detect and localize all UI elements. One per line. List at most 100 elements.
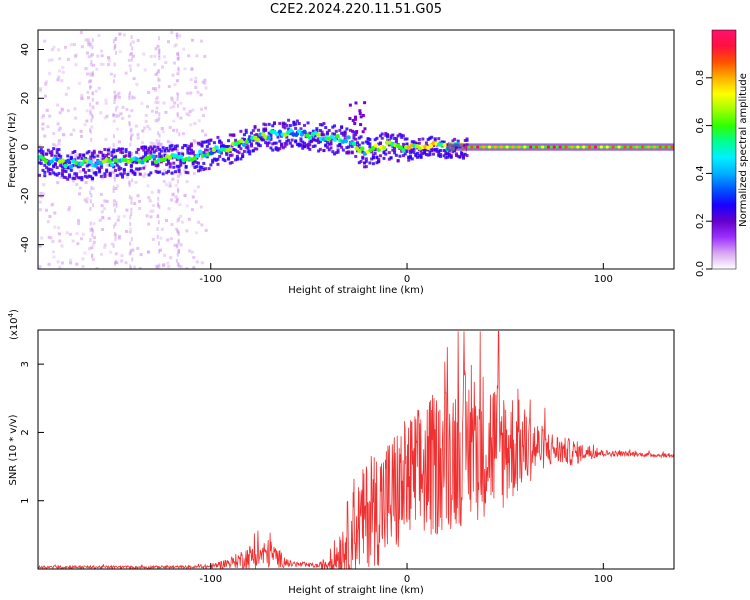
spectral-cell bbox=[212, 141, 216, 145]
noise-speck bbox=[117, 236, 121, 240]
spectral-cell bbox=[73, 172, 77, 176]
spectral-cell bbox=[396, 134, 400, 138]
spectral-cell bbox=[248, 149, 252, 153]
spectral-cell bbox=[382, 156, 386, 160]
spectral-cell bbox=[242, 149, 246, 153]
noise-speck bbox=[142, 175, 146, 179]
noise-speck bbox=[68, 206, 72, 210]
spectral-cell bbox=[105, 153, 109, 157]
noise-streak bbox=[176, 252, 179, 257]
spectral-cell bbox=[202, 140, 206, 144]
noise-speck bbox=[122, 33, 126, 37]
ridge-point bbox=[540, 145, 545, 149]
noise-speck bbox=[137, 152, 141, 156]
spectral-cell bbox=[159, 154, 163, 158]
ridge-point bbox=[66, 158, 71, 164]
ridge-point bbox=[511, 145, 515, 149]
ridge-point bbox=[529, 145, 533, 149]
snr-panel: -100 0 100 1 2 3 Height of straight line (km… bbox=[7, 309, 675, 596]
spectral-cell bbox=[71, 164, 75, 168]
noise-speck bbox=[58, 57, 62, 61]
spectral-cell bbox=[294, 126, 298, 130]
noise-speck bbox=[85, 109, 89, 113]
spectral-cell bbox=[221, 145, 225, 149]
spectral-cell bbox=[431, 144, 435, 148]
noise-streak bbox=[128, 96, 131, 101]
noise-speck bbox=[138, 206, 142, 210]
spectral-cell bbox=[340, 126, 344, 130]
noise-streak bbox=[176, 199, 179, 204]
ridge-point bbox=[670, 145, 674, 149]
spectrogram-panel: -100 0 100 -40 -20 0 20 40 Height of straight … bbox=[7, 29, 675, 296]
spectral-cell bbox=[375, 161, 379, 165]
spectral-cell bbox=[394, 140, 398, 144]
noise-speck bbox=[69, 43, 73, 47]
spectral-cell bbox=[232, 133, 236, 137]
spectral-cell bbox=[62, 162, 66, 166]
noise-speck bbox=[154, 100, 158, 104]
noise-speck bbox=[166, 40, 170, 44]
spectral-cell bbox=[353, 115, 357, 119]
noise-speck bbox=[185, 204, 189, 208]
noise-speck bbox=[128, 64, 132, 68]
noise-speck bbox=[173, 243, 177, 247]
spectrogram-marks bbox=[38, 30, 674, 269]
noise-streak bbox=[129, 142, 132, 147]
spectral-cell bbox=[85, 164, 89, 168]
noise-speck bbox=[117, 91, 121, 95]
spectral-cell bbox=[135, 150, 139, 154]
spectral-cell bbox=[324, 144, 328, 148]
spectrogram-frame bbox=[37, 29, 675, 270]
spectral-cell bbox=[242, 138, 246, 142]
spectral-cell bbox=[449, 155, 453, 159]
spectral-cell bbox=[426, 138, 430, 142]
spectral-cell bbox=[124, 163, 128, 167]
spectral-cell bbox=[242, 133, 246, 137]
noise-speck bbox=[180, 220, 184, 224]
spectral-cell bbox=[288, 124, 292, 128]
noise-speck bbox=[60, 79, 64, 83]
noise-speck bbox=[56, 260, 60, 264]
spectral-cell bbox=[237, 151, 241, 155]
spectral-cell bbox=[223, 159, 227, 163]
noise-speck bbox=[53, 211, 57, 215]
spectral-cell bbox=[235, 150, 239, 154]
ridge-point bbox=[629, 145, 633, 149]
noise-speck bbox=[172, 171, 176, 175]
noise-streak bbox=[115, 114, 118, 119]
noise-streak bbox=[90, 53, 93, 58]
noise-speck bbox=[52, 45, 56, 49]
spectral-cell bbox=[357, 136, 361, 140]
spectral-cell bbox=[456, 154, 460, 158]
spectral-cell bbox=[92, 155, 96, 159]
noise-streak bbox=[158, 50, 161, 55]
spectral-cell bbox=[154, 169, 158, 173]
noise-speck bbox=[92, 222, 96, 226]
spectral-cell bbox=[412, 147, 416, 151]
noise-streak bbox=[178, 132, 181, 137]
ridge-point bbox=[93, 163, 98, 168]
spectral-cell bbox=[230, 133, 234, 137]
noise-speck bbox=[136, 169, 140, 173]
noise-streak bbox=[129, 264, 132, 269]
spectral-cell bbox=[202, 167, 206, 171]
noise-speck bbox=[80, 94, 84, 98]
spectral-cell bbox=[122, 168, 126, 172]
spectral-cell bbox=[189, 142, 193, 146]
noise-speck bbox=[194, 231, 198, 235]
spectral-cell bbox=[209, 138, 213, 142]
noise-streak bbox=[113, 134, 116, 139]
noise-speck bbox=[57, 75, 61, 79]
spectral-cell bbox=[147, 148, 151, 152]
noise-speck bbox=[107, 216, 111, 220]
noise-streak bbox=[128, 181, 131, 186]
noise-streak bbox=[176, 149, 179, 154]
noise-speck bbox=[67, 208, 71, 212]
noise-speck bbox=[91, 187, 95, 191]
spectral-cell bbox=[347, 145, 351, 149]
noise-streak bbox=[129, 221, 132, 226]
spectral-cell bbox=[221, 143, 225, 147]
noise-speck bbox=[106, 56, 110, 60]
noise-speck bbox=[136, 133, 140, 137]
spectral-cell bbox=[156, 164, 160, 168]
